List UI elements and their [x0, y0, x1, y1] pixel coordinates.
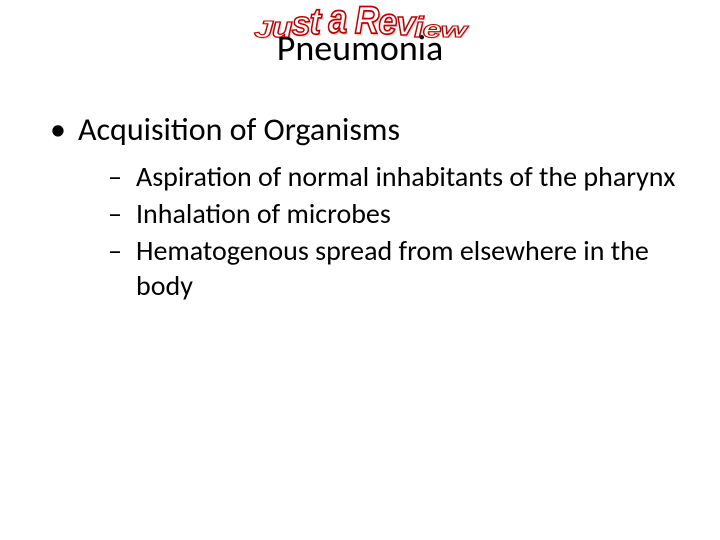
sub-bullet: Hematogenous spread from elsewhere in th…	[108, 233, 690, 303]
sub-bullet-text: Hematogenous spread from elsewhere in th…	[136, 233, 649, 303]
bullet-main: Acquisition of Organisms Aspiration of n…	[50, 110, 690, 303]
sub-bullet: Aspiration of normal inhabitants of the …	[108, 159, 690, 194]
bullet-list-level1: Acquisition of Organisms Aspiration of n…	[30, 110, 690, 303]
bullet-main-text: Acquisition of Organisms	[78, 110, 400, 149]
bullet-list-level2: Aspiration of normal inhabitants of the …	[78, 159, 690, 303]
slide-header: Just a Review Pneumonia	[0, 0, 720, 80]
slide-title: Pneumonia	[277, 26, 444, 70]
slide-body: Acquisition of Organisms Aspiration of n…	[0, 80, 720, 303]
sub-bullet-text: Aspiration of normal inhabitants of the …	[136, 159, 675, 194]
sub-bullet-text: Inhalation of microbes	[136, 196, 391, 231]
sub-bullet: Inhalation of microbes	[108, 196, 690, 231]
